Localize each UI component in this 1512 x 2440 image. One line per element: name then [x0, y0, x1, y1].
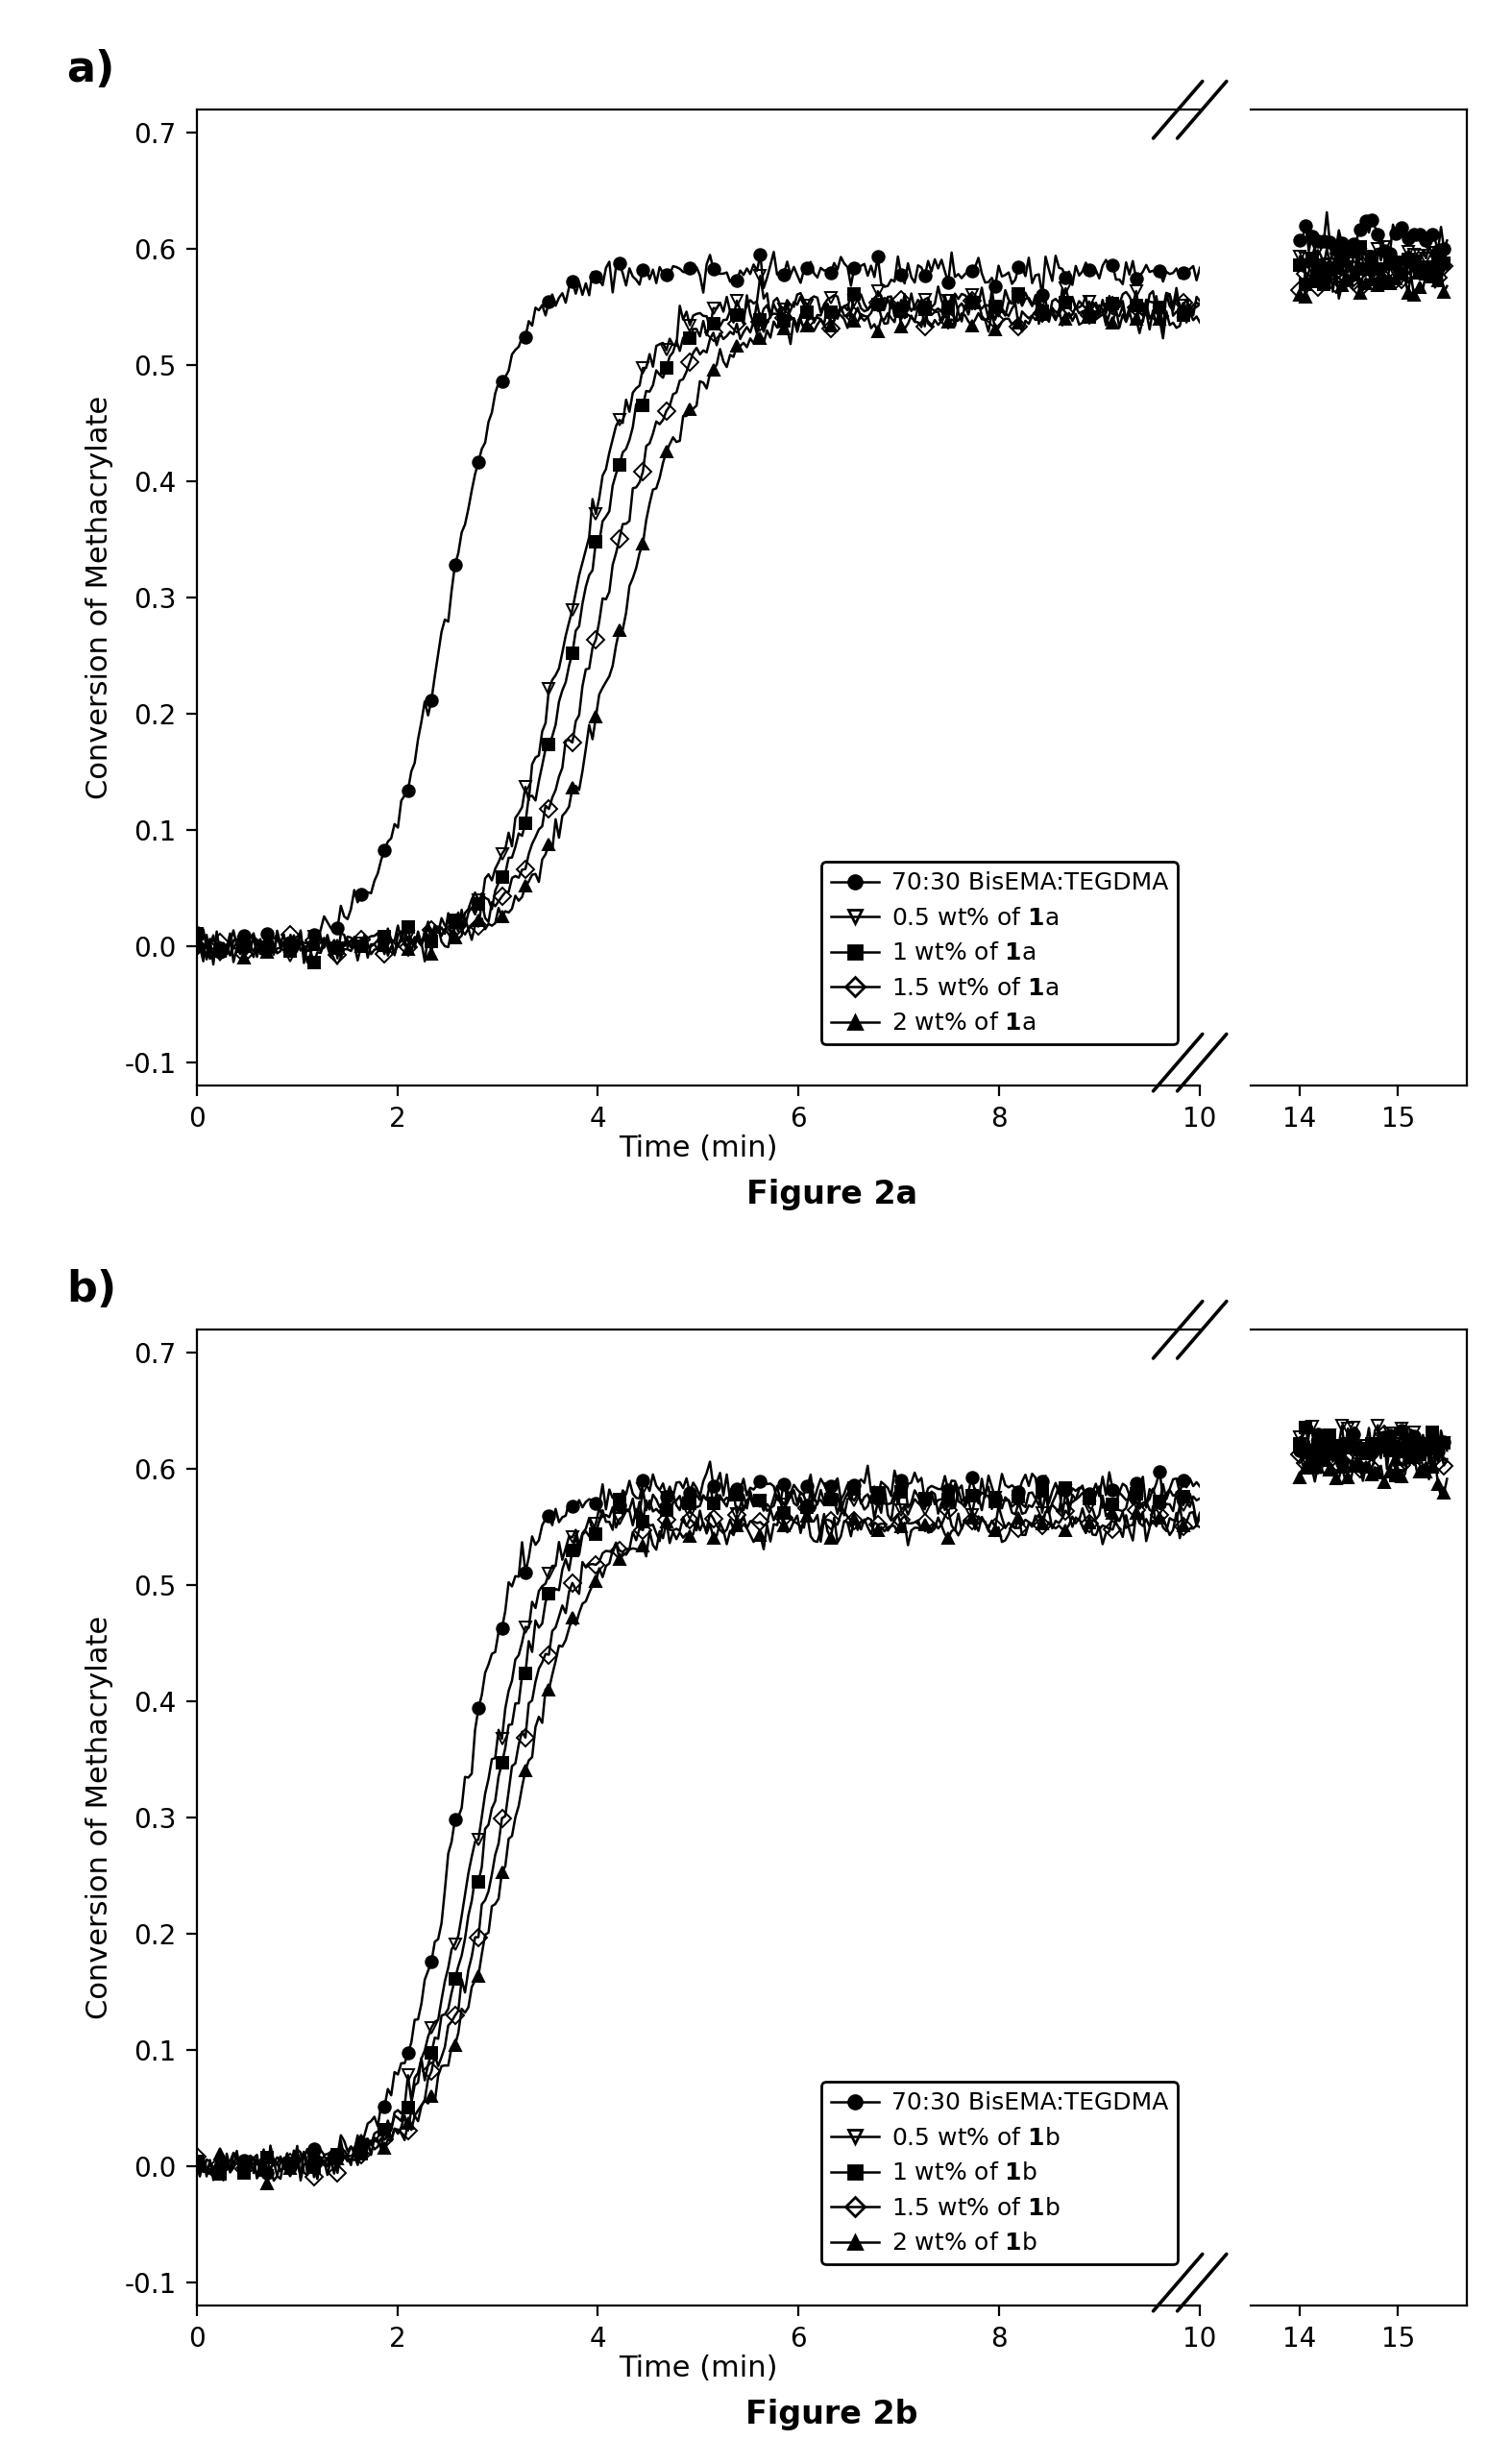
- Y-axis label: Conversion of Methacrylate: Conversion of Methacrylate: [86, 395, 113, 800]
- Legend: 70:30 BisEMA:TEGDMA, 0.5 wt% of $\mathbf{1}$b, 1 wt% of $\mathbf{1}$b, 1.5 wt% o: 70:30 BisEMA:TEGDMA, 0.5 wt% of $\mathbf…: [821, 2081, 1178, 2264]
- Y-axis label: Conversion of Methacrylate: Conversion of Methacrylate: [86, 1615, 113, 2020]
- Text: b): b): [67, 1269, 116, 1310]
- Legend: 70:30 BisEMA:TEGDMA, 0.5 wt% of $\mathbf{1}$a, 1 wt% of $\mathbf{1}$a, 1.5 wt% o: 70:30 BisEMA:TEGDMA, 0.5 wt% of $\mathbf…: [821, 861, 1178, 1044]
- Text: Time (min): Time (min): [618, 1135, 777, 1161]
- Text: Figure 2a: Figure 2a: [745, 1179, 918, 1210]
- Text: Figure 2b: Figure 2b: [745, 2399, 918, 2430]
- Text: a): a): [67, 49, 115, 90]
- Text: Time (min): Time (min): [618, 2355, 777, 2381]
